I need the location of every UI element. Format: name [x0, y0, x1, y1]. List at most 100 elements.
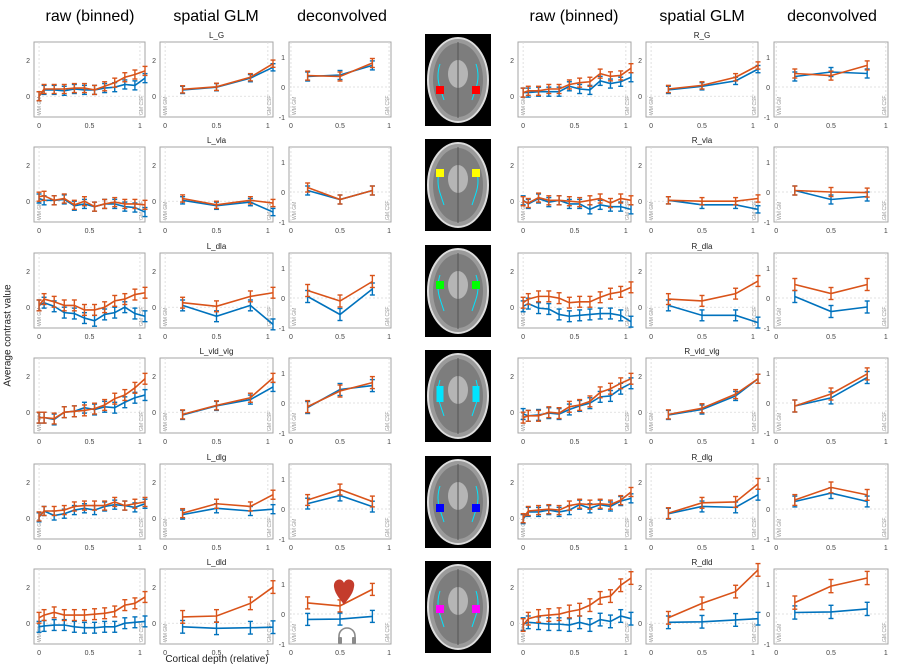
panel-R_G-deconv: -1 0 1 0 0.5 1 WM GM GM CSF [764, 41, 889, 130]
x-tick-label: 0 [774, 545, 778, 552]
panel-R_vld_vlg-glm: 0 2 0 0.5 1 WM GM GM CSF R_vld_vlg [638, 347, 761, 446]
x-tick-label: 0 [649, 650, 653, 657]
roi-marker-left [436, 281, 444, 289]
series-line-blue [668, 199, 759, 211]
x-tick-label: 0 [521, 439, 525, 446]
y-tick-label: -1 [764, 326, 770, 333]
panel-R_dld-glm: 0 2 0 0.5 1 WM GM GM CSF R_dld [638, 558, 761, 657]
x-tick-label: 0.5 [212, 439, 222, 446]
y-tick-label: 0 [26, 305, 30, 312]
x-tick-label: 0.5 [85, 650, 95, 657]
y-tick-label: 2 [510, 269, 514, 276]
x-tick-label: 0.5 [335, 545, 345, 552]
y-tick-label: 2 [638, 269, 642, 276]
y-tick-label: 2 [638, 163, 642, 170]
y-tick-label: 2 [510, 374, 514, 381]
x-tick-label: 1 [138, 334, 142, 341]
x-tick-label: 1 [751, 334, 755, 341]
series-line-blue [522, 497, 632, 520]
panel-L_dla-glm: 0 2 0 0.5 1 WM GM GM CSF L_dla [152, 242, 276, 341]
x-tick-label: 0.5 [697, 439, 707, 446]
x-tick-label: 1 [751, 545, 755, 552]
y-tick-label: 0 [152, 305, 156, 312]
roi-title: R_vla [692, 136, 713, 145]
boundary-label-wm-gm: WM GM [649, 519, 655, 537]
panel-R_dlg-raw: 0 2 0 0.5 1 WM GM GM CSF [510, 463, 634, 552]
boundary-label-wm-gm: WM GM [649, 308, 655, 326]
y-tick-label: 0 [766, 507, 770, 514]
x-tick-label: 0 [521, 545, 525, 552]
y-tick-label: 0 [26, 410, 30, 417]
panel-L_dlg-glm: 0 2 0 0.5 1 WM GM GM CSF L_dlg [152, 453, 276, 552]
x-tick-label: 0.5 [697, 228, 707, 235]
x-tick-label: 1 [751, 650, 755, 657]
panel-L_vla-deconv: -1 0 1 0 0.5 1 WM GM GM CSF [279, 146, 392, 235]
boundary-label-wm-gm: WM GM [777, 308, 783, 326]
boundary-label-wm-gm: WM GM [777, 519, 783, 537]
y-tick-label: 0 [281, 612, 285, 619]
series-line-orange [38, 70, 146, 97]
roi-marker-right [472, 605, 480, 613]
roi-marker-left [436, 504, 444, 512]
y-tick-label: 2 [152, 374, 156, 381]
series-line-orange [38, 501, 146, 517]
roi-marker-right [472, 386, 480, 402]
x-tick-label: 1 [266, 650, 270, 657]
y-tick-label: 2 [510, 585, 514, 592]
series-line-orange [39, 378, 146, 420]
boundary-label-gm-csf: GM CSF [752, 518, 758, 537]
plot-frame [288, 146, 392, 223]
column-title-left-glm: spatial GLM [173, 8, 259, 25]
boundary-label-gm-csf: GM CSF [139, 412, 145, 431]
x-tick-label: 0.5 [335, 439, 345, 446]
series-line-orange [668, 64, 759, 90]
panel-R_vla-raw: 0 2 0 0.5 1 WM GM GM CSF [510, 146, 634, 235]
x-tick-label: 0.5 [85, 334, 95, 341]
y-tick-label: 0 [766, 296, 770, 303]
y-tick-label: 1 [281, 55, 285, 62]
x-tick-label: 0.5 [697, 334, 707, 341]
boundary-label-wm-gm: WM GM [521, 624, 527, 642]
y-tick-label: 2 [152, 58, 156, 65]
boundary-label-wm-gm: WM GM [37, 202, 43, 220]
series-line-blue [182, 507, 274, 516]
boundary-label-wm-gm: WM GM [163, 202, 169, 220]
x-tick-label: 0.5 [570, 439, 580, 446]
x-tick-label: 0.5 [826, 228, 836, 235]
heart-icon [333, 579, 355, 605]
x-tick-label: 1 [884, 439, 888, 446]
y-tick-label: 2 [510, 480, 514, 487]
series-line-orange [182, 63, 274, 91]
plot-frame [517, 252, 632, 329]
x-tick-label: 0 [163, 334, 167, 341]
boundary-label-wm-gm: WM GM [649, 97, 655, 115]
y-tick-label: 0 [638, 621, 642, 628]
y-tick-label: 0 [152, 199, 156, 206]
panel-L_vla-raw: 020 0.5 1WM GM GM CSF [26, 146, 148, 235]
boundary-label-gm-csf: GM CSF [752, 307, 758, 326]
y-tick-label: 0 [281, 85, 285, 92]
panel-R_dlg-deconv: -1 0 1 0 0.5 1 WM GM GM CSF [764, 463, 889, 552]
y-tick-label: -1 [279, 431, 285, 438]
boundary-label-wm-gm: WM GM [521, 97, 527, 115]
column-title-left-raw: raw (binned) [45, 8, 135, 25]
x-tick-label: 0 [37, 439, 41, 446]
y-tick-label: 0 [766, 612, 770, 619]
x-tick-label: 0.5 [826, 545, 836, 552]
series-line-orange [182, 586, 274, 618]
series-line-orange [522, 286, 632, 304]
boundary-label-wm-gm: WM GM [292, 413, 298, 431]
boundary-label-gm-csf: GM CSF [139, 623, 145, 642]
x-tick-label: 0.5 [697, 545, 707, 552]
x-tick-label: 0.5 [85, 545, 95, 552]
boundary-label-wm-gm: WM GM [649, 413, 655, 431]
x-tick-label: 1 [266, 439, 270, 446]
plot-frame [517, 463, 632, 540]
series-line-blue [38, 620, 146, 629]
x-tick-label: 1 [138, 439, 142, 446]
series-line-orange [668, 378, 759, 416]
plot-frame [517, 568, 632, 645]
x-tick-label: 0.5 [570, 545, 580, 552]
y-tick-label: 1 [281, 160, 285, 167]
x-tick-label: 1 [624, 123, 628, 130]
